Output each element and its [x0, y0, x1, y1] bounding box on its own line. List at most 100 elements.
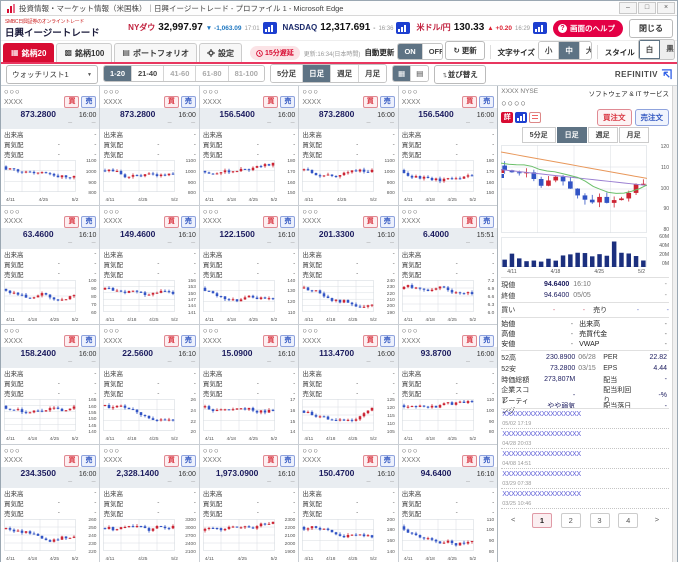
- sell-button[interactable]: 売: [379, 335, 395, 348]
- buy-button[interactable]: 買: [462, 215, 478, 228]
- buy-button[interactable]: 買: [263, 215, 279, 228]
- sell-button[interactable]: 売: [280, 96, 296, 109]
- bid-price: -: [455, 260, 458, 268]
- maximize-button[interactable]: □: [638, 2, 656, 14]
- sell-button[interactable]: 売: [280, 335, 296, 348]
- sell-button[interactable]: 売: [81, 96, 97, 109]
- next-page-button[interactable]: >: [647, 513, 667, 528]
- grid-view-button[interactable]: ▦: [393, 66, 412, 81]
- buy-button[interactable]: 買: [462, 335, 478, 348]
- buy-button[interactable]: 買: [163, 96, 179, 109]
- chart-icon[interactable]: [515, 111, 528, 123]
- sell-order-button[interactable]: 売注文: [634, 108, 669, 126]
- detail-tab-5min[interactable]: 5分足: [521, 127, 556, 143]
- period-weekly[interactable]: 週足: [331, 65, 360, 82]
- news-link[interactable]: XXXXXXXXXXXXXXXXXX: [502, 471, 581, 478]
- buy-button[interactable]: 買: [64, 454, 80, 467]
- sell-button[interactable]: 売: [180, 96, 196, 109]
- style-white-button[interactable]: 白: [638, 40, 661, 59]
- sell-button[interactable]: 売: [479, 215, 495, 228]
- sell-button[interactable]: 売: [280, 215, 296, 228]
- auto-update-on[interactable]: ON: [398, 44, 423, 59]
- watchlist-select[interactable]: ウォッチリスト1 ▼: [6, 65, 98, 84]
- mini-chart-icon[interactable]: [396, 22, 411, 34]
- font-large-button[interactable]: 大: [579, 42, 591, 59]
- buy-button[interactable]: 買: [163, 454, 179, 467]
- style-black-button[interactable]: 黒: [660, 40, 674, 59]
- detail-tab-daily[interactable]: 日足: [556, 127, 587, 143]
- page-2-button[interactable]: 2: [560, 513, 581, 528]
- news-link[interactable]: XXXXXXXXXXXXXXXXXX: [502, 451, 581, 458]
- sell-button[interactable]: 売: [81, 454, 97, 467]
- sell-button[interactable]: 売: [379, 96, 395, 109]
- buy-order-button[interactable]: 買注文: [597, 108, 632, 126]
- sell-button[interactable]: 売: [479, 96, 495, 109]
- tab-meigara100[interactable]: ▩ 銘柄100: [56, 43, 113, 62]
- sell-button[interactable]: 売: [479, 454, 495, 467]
- sell-button[interactable]: 売: [180, 454, 196, 467]
- buy-button[interactable]: 買: [362, 215, 378, 228]
- ticker-symbol: XXXX: [302, 457, 322, 465]
- buy-button[interactable]: 買: [362, 335, 378, 348]
- range-1-20[interactable]: 1-20: [104, 66, 133, 81]
- page-3-button[interactable]: 3: [589, 513, 610, 528]
- buy-button[interactable]: 買: [362, 96, 378, 109]
- sell-button[interactable]: 売: [379, 454, 395, 467]
- buy-button[interactable]: 買: [362, 454, 378, 467]
- close-app-button[interactable]: 閉じる: [629, 18, 673, 38]
- buy-button[interactable]: 買: [462, 96, 478, 109]
- range-61-80[interactable]: 61-80: [196, 66, 229, 81]
- news-link[interactable]: XXXXXXXXXXXXXXXXXX: [502, 431, 581, 438]
- refresh-button[interactable]: ↻ 更新: [445, 41, 485, 60]
- page-4-button[interactable]: 4: [618, 513, 639, 528]
- news-date: 04/08 14:51: [502, 461, 532, 467]
- minimize-button[interactable]: –: [619, 2, 637, 14]
- bid-size: -: [193, 140, 196, 148]
- help-button[interactable]: ? 画面のヘルプ: [553, 19, 623, 37]
- pdf-report-icon[interactable]: [529, 111, 542, 123]
- mini-chart: 140 130 120 110: [202, 279, 295, 317]
- buy-button[interactable]: 買: [64, 335, 80, 348]
- font-small-button[interactable]: 小: [538, 42, 560, 59]
- buy-button[interactable]: 買: [263, 96, 279, 109]
- tab-portfolio[interactable]: ▤ ポートフォリオ: [114, 43, 197, 62]
- mini-chart-icon[interactable]: [262, 22, 277, 34]
- font-medium-button[interactable]: 中: [559, 42, 580, 59]
- news-link[interactable]: XXXXXXXXXXXXXXXXXX: [502, 491, 581, 498]
- prev-page-button[interactable]: <: [503, 513, 524, 528]
- period-daily[interactable]: 日足: [303, 65, 332, 82]
- detail-info-button[interactable]: 詳: [501, 111, 514, 123]
- buy-button[interactable]: 買: [163, 215, 179, 228]
- range-81-100[interactable]: 81-100: [228, 66, 264, 81]
- buy-button[interactable]: 買: [64, 215, 80, 228]
- stock-tile: ○○○ XXXX 買 売 873.2800 16:00 － － 出来高 - 買気配 -…: [100, 86, 199, 205]
- buy-button[interactable]: 買: [64, 96, 80, 109]
- sell-button[interactable]: 売: [280, 454, 296, 467]
- sell-button[interactable]: 売: [379, 215, 395, 228]
- scrollbar[interactable]: [672, 86, 677, 562]
- page-1-button[interactable]: 1: [532, 513, 552, 528]
- close-window-button[interactable]: ×: [657, 2, 675, 14]
- sell-button[interactable]: 売: [180, 335, 196, 348]
- tab-settings[interactable]: 設定: [198, 43, 242, 62]
- sell-button[interactable]: 売: [81, 335, 97, 348]
- buy-button[interactable]: 買: [462, 454, 478, 467]
- range-41-60[interactable]: 41-60: [164, 66, 197, 81]
- period-5min[interactable]: 5分足: [270, 65, 304, 82]
- sell-button[interactable]: 売: [81, 215, 97, 228]
- list-view-button[interactable]: ▤: [411, 66, 429, 81]
- detail-tab-weekly[interactable]: 週足: [587, 127, 618, 143]
- range-21-40[interactable]: 21-40: [132, 66, 165, 81]
- sell-button[interactable]: 売: [180, 215, 196, 228]
- buy-button[interactable]: 買: [163, 335, 179, 348]
- sort-button[interactable]: ↑↓ 並び替え: [434, 65, 486, 84]
- buy-button[interactable]: 買: [263, 454, 279, 467]
- detail-tab-monthly[interactable]: 月足: [618, 127, 649, 143]
- news-link[interactable]: XXXXXXXXXXXXXXXXXX: [502, 411, 581, 418]
- auto-update-off[interactable]: OFF: [422, 44, 443, 59]
- period-monthly[interactable]: 月足: [359, 65, 387, 82]
- buy-button[interactable]: 買: [263, 335, 279, 348]
- tab-meigara20[interactable]: ▦ 銘柄20: [3, 43, 55, 62]
- mini-chart-icon[interactable]: [533, 22, 547, 34]
- sell-button[interactable]: 売: [479, 335, 495, 348]
